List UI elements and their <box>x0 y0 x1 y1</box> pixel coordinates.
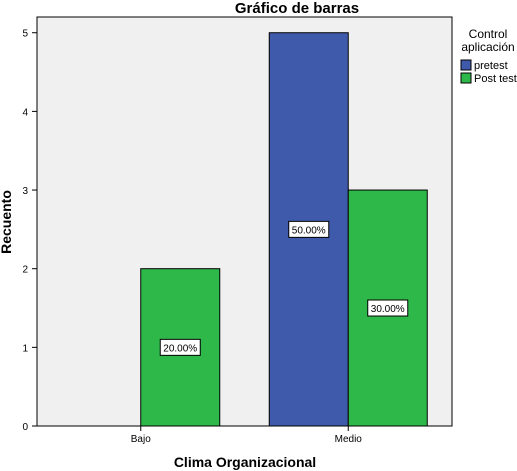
legend-label-post-test: Post test <box>474 73 517 85</box>
data-label: 50.00% <box>292 225 326 236</box>
legend-label-pretest: pretest <box>474 60 508 72</box>
data-label-box <box>159 338 201 356</box>
y-tick-label: 4 <box>22 107 28 118</box>
x-tick-label-bajo: Bajo <box>131 434 151 445</box>
y-axis: 0 1 2 3 4 5 <box>22 29 37 433</box>
legend-title-line-1: Control <box>469 27 508 41</box>
x-tick-label-medio: Medio <box>335 434 363 445</box>
data-label: 20.00% <box>163 343 197 354</box>
x-axis: Bajo Medio <box>131 426 363 445</box>
y-tick-label: 0 <box>22 422 28 433</box>
chart-title: Gráfico de barras <box>235 0 359 17</box>
y-axis-label: Recuento <box>0 190 14 254</box>
data-label-box <box>288 220 330 238</box>
legend-title-line-2: aplicación <box>461 40 514 54</box>
y-tick-label: 3 <box>22 186 28 197</box>
legend-swatch-post-test <box>460 72 472 84</box>
y-tick-label: 1 <box>22 343 28 354</box>
y-tick-label: 2 <box>22 265 28 276</box>
y-tick-label: 5 <box>22 29 28 40</box>
x-axis-label: Clima Organizacional <box>174 454 316 470</box>
data-label-box <box>367 299 409 317</box>
data-label: 30.00% <box>371 304 405 315</box>
legend-swatch-pretest <box>460 59 472 71</box>
data-labels-group: 20.00% 50.00% 30.00% <box>159 220 409 356</box>
